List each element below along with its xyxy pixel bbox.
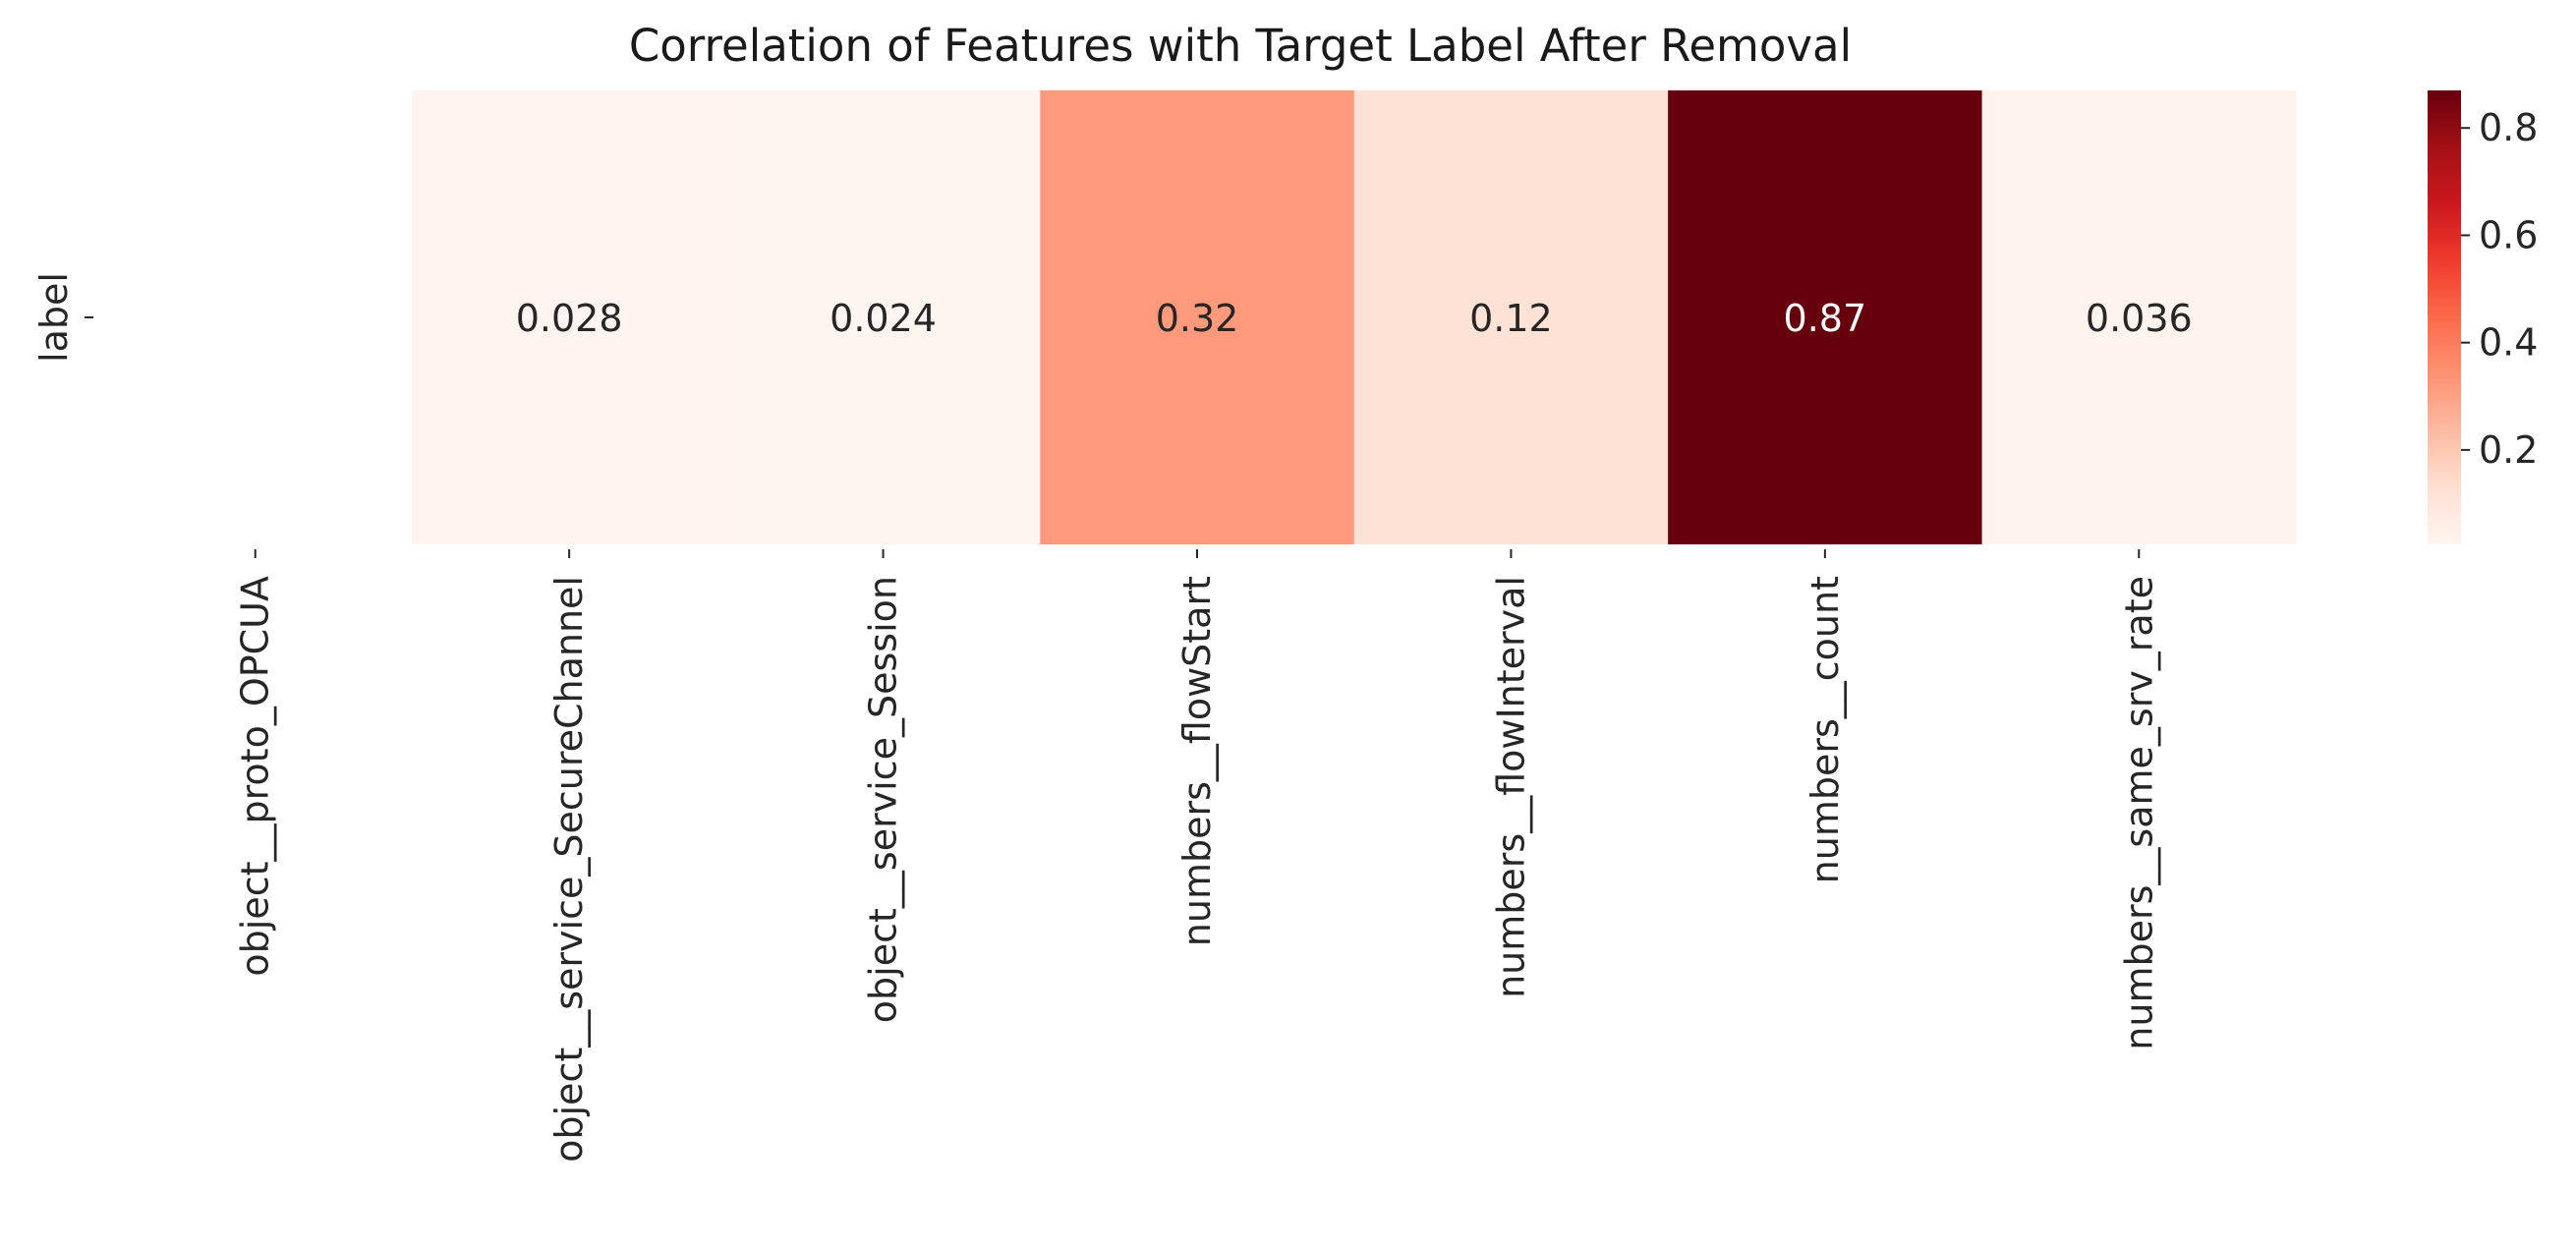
x-tick-label: object__service_SecureChannel bbox=[547, 576, 591, 1162]
cell-annotation: 0.12 bbox=[1469, 297, 1553, 340]
cell-annotations: 0.028 0.024 0.32 0.12 0.87 0.036 bbox=[516, 297, 2193, 340]
colorbar: 0.2 0.4 0.6 0.8 bbox=[2428, 90, 2538, 544]
cell-annotation: 0.036 bbox=[2086, 297, 2193, 340]
y-axis: label bbox=[32, 272, 93, 363]
colorbar-tick-label: 0.4 bbox=[2479, 321, 2538, 365]
chart-title: Correlation of Features with Target Labe… bbox=[629, 20, 1852, 72]
heatmap-cell bbox=[1668, 90, 1983, 544]
cell-annotation: 0.32 bbox=[1156, 297, 1239, 340]
heatmap-cells bbox=[412, 90, 2297, 544]
cell-annotation: 0.028 bbox=[516, 297, 623, 340]
x-tick-label: numbers__flowInterval bbox=[1489, 576, 1532, 998]
colorbar-tick-label: 0.6 bbox=[2479, 213, 2538, 256]
heatmap-cell bbox=[412, 90, 727, 544]
x-tick-label: numbers__count bbox=[1803, 576, 1847, 883]
colorbar-tick-label: 0.8 bbox=[2479, 106, 2538, 149]
heatmap-cell bbox=[1353, 90, 1669, 544]
colorbar-gradient bbox=[2428, 90, 2461, 544]
x-tick-label: numbers__same_srv_rate bbox=[2117, 576, 2160, 1050]
heatmap-cell bbox=[725, 90, 1041, 544]
x-axis: object__proto_OPCUA object__service_Secur… bbox=[234, 549, 2160, 1162]
cell-annotation: 0.024 bbox=[830, 297, 937, 340]
x-tick-label: object__proto_OPCUA bbox=[234, 576, 277, 977]
x-tick-label: numbers__flowStart bbox=[1175, 576, 1219, 946]
cell-annotation: 0.87 bbox=[1784, 297, 1867, 340]
x-tick-label: object__service_Session bbox=[862, 576, 905, 1023]
colorbar-tick-label: 0.2 bbox=[2479, 428, 2538, 472]
heatmap-cell bbox=[1981, 90, 2297, 544]
y-tick-label: label bbox=[32, 272, 76, 363]
heatmap-cell bbox=[1040, 90, 1355, 544]
